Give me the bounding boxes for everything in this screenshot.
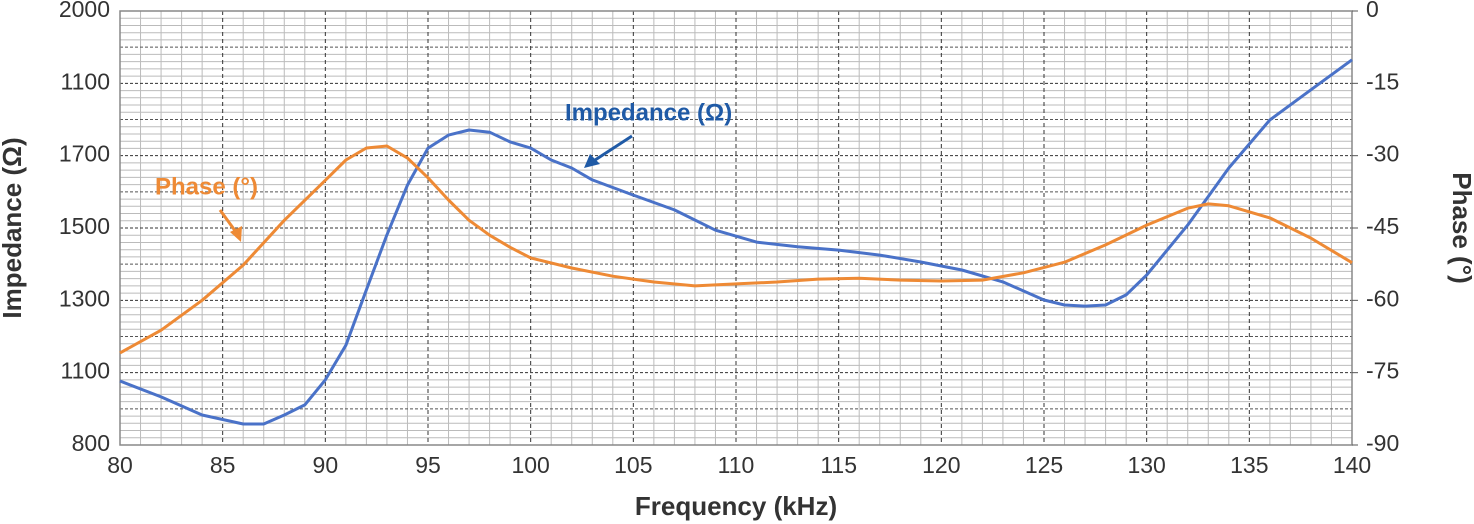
series-line (119, 144, 1353, 355)
impedance-annotation: Impedance (Ω) (565, 99, 732, 126)
y2-tick-label: 0 (1366, 0, 1379, 22)
x-tick-label: 115 (820, 452, 857, 478)
series-line (119, 58, 1353, 426)
y-tick-label: 1100 (61, 68, 110, 94)
x-tick-label: 105 (614, 452, 652, 478)
annotation-arrow (218, 209, 238, 233)
y2-tick-label: -60 (1366, 285, 1399, 311)
y-tick-label: 1500 (59, 213, 110, 239)
y-tick-label: 1700 (59, 141, 110, 167)
x-tick-label: 130 (1127, 452, 1165, 478)
x-tick-label: 85 (210, 452, 236, 478)
y-tick-label: 1300 (59, 285, 110, 311)
arrow-head (584, 154, 600, 168)
x-tick-label: 80 (107, 452, 133, 478)
y2-tick-label: -75 (1366, 358, 1399, 384)
y2-tick-label: -45 (1366, 213, 1399, 239)
y2-tick-label: -90 (1366, 430, 1399, 456)
x-tick-label: 100 (511, 452, 549, 478)
x-tick-label: 110 (718, 452, 755, 478)
annotation-arrow (591, 134, 633, 164)
x-tick-label: 125 (1025, 452, 1063, 478)
x-tick-label: 90 (313, 452, 339, 478)
x-tick-label: 135 (1230, 452, 1268, 478)
x-tick-label: 140 (1333, 452, 1371, 478)
y2-tick-label: -15 (1366, 68, 1399, 94)
y-tick-label: 1100 (61, 358, 110, 384)
x-axis-label: Frequency (kHz) (635, 491, 837, 521)
y2-axis-label: Phase (°) (1447, 172, 1474, 284)
arrow-head (230, 226, 242, 242)
y-axis-label: Impedance (Ω) (0, 137, 27, 318)
y-tick-label: 800 (72, 430, 110, 456)
x-tick-label: 120 (922, 452, 960, 478)
x-tick-label: 95 (415, 452, 441, 478)
phase-annotation: Phase (°) (155, 173, 258, 200)
y-tick-label: 2000 (59, 0, 110, 22)
y2-tick-label: -30 (1366, 141, 1399, 167)
